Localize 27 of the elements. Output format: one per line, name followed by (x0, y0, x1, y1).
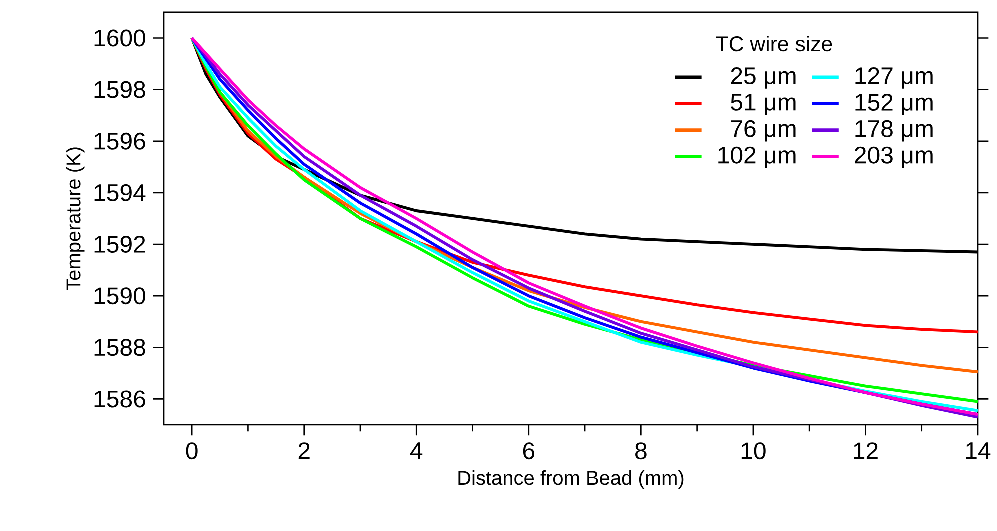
x-tick-label: 2 (298, 442, 310, 460)
y-tick-label: 1592 (94, 236, 146, 253)
legend-label: 25 μm (731, 68, 796, 89)
legend-label: 152 μm (856, 94, 933, 116)
y-tick-label: 1594 (94, 184, 146, 202)
legend-label: 102 μm (718, 146, 796, 168)
y-tick-label: 1590 (94, 288, 146, 305)
y-tick-label: 1588 (94, 339, 146, 356)
y-tick-label: 1598 (94, 81, 146, 98)
legend-label: 203 μm (855, 146, 933, 168)
legend-label: 76 μm (731, 120, 796, 142)
x-tick-label: 12 (854, 442, 878, 460)
x-tick-label: 14 (966, 442, 991, 460)
legend-label: 51 μm (731, 94, 796, 116)
x-tick-label: 0 (186, 442, 198, 460)
x-tick-label: 10 (742, 442, 766, 460)
x-tick-label: 4 (410, 442, 423, 460)
y-tick-label: 1586 (94, 390, 146, 408)
y-tick-label: 1600 (94, 30, 146, 47)
x-axis-title: Distance from Bead (mm) (458, 470, 684, 490)
y-axis-title: Temperature (K) (66, 148, 85, 291)
legend-title: TC wire size (716, 36, 832, 52)
x-tick-label: 8 (636, 442, 647, 460)
legend-label: 127 μm (856, 68, 933, 89)
x-tick-label: 6 (523, 442, 535, 460)
legend-label: 178 μm (856, 120, 933, 142)
y-tick-label: 1596 (94, 132, 146, 150)
